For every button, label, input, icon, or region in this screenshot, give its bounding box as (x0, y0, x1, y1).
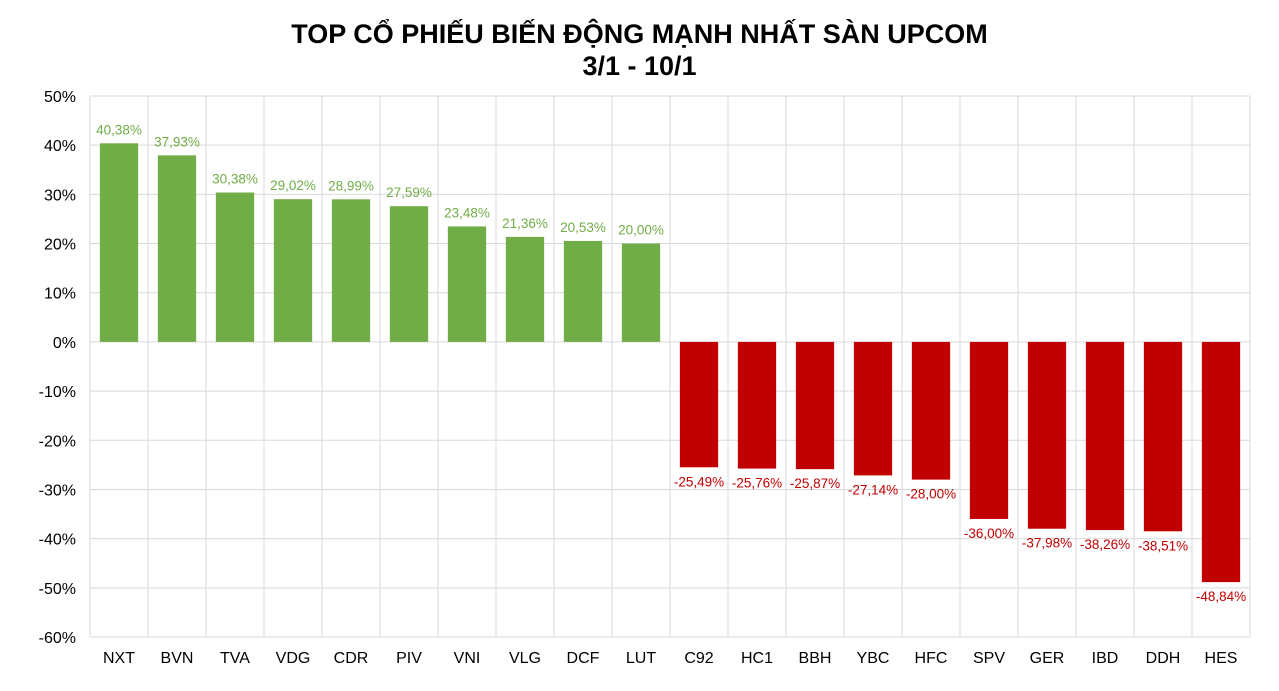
bar-dcf (563, 240, 603, 342)
bar-ddh (1143, 341, 1183, 532)
bar-hc1 (737, 341, 777, 469)
data-label-ybc: -27,14% (848, 482, 898, 497)
x-tick-label-hes: HES (1205, 650, 1238, 667)
y-tick-label: 30% (44, 187, 76, 204)
y-tick-label: 50% (44, 89, 76, 106)
bar-hes (1201, 341, 1241, 583)
data-label-cdr: 28,99% (328, 178, 374, 193)
x-tick-label-spv: SPV (973, 650, 1005, 667)
bar-hfc (911, 341, 951, 480)
data-label-ger: -37,98% (1022, 536, 1072, 551)
y-tick-label: -10% (39, 384, 76, 401)
data-label-vlg: 21,36% (502, 216, 548, 231)
y-tick-label: -30% (39, 482, 76, 499)
x-tick-label-lut: LUT (626, 650, 656, 667)
x-tick-label-nxt: NXT (103, 650, 135, 667)
data-label-c92: -25,49% (674, 474, 724, 489)
bar-ger (1027, 341, 1067, 529)
x-tick-label-dcf: DCF (567, 650, 600, 667)
x-tick-label-ybc: YBC (857, 650, 890, 667)
chart-title-line1: TOP CỔ PHIẾU BIẾN ĐỘNG MẠNH NHẤT SÀN UPC… (291, 19, 988, 49)
bar-nxt (99, 143, 139, 342)
x-tick-label-piv: PIV (396, 650, 422, 667)
y-tick-label: 0% (53, 335, 76, 352)
y-axis-ticks: 50% 40% 30% 20% 10% 0% -10% -20% -30% -40% -50% -60… (39, 89, 76, 647)
bar-vdg (273, 199, 313, 342)
x-tick-label-cdr: CDR (334, 650, 369, 667)
data-label-nxt: 40,38% (96, 122, 142, 137)
bar-lut (621, 243, 661, 342)
data-label-ibd: -38,26% (1080, 537, 1130, 552)
data-label-vni: 23,48% (444, 205, 490, 220)
x-tick-label-ger: GER (1030, 650, 1065, 667)
bar-vlg (505, 236, 545, 342)
chart-title: TOP CỔ PHIẾU BIẾN ĐỘNG MẠNH NHẤT SÀN UPC… (0, 18, 1279, 82)
y-tick-label: -40% (39, 532, 76, 549)
data-label-ddh: -38,51% (1138, 538, 1188, 553)
x-tick-label-vni: VNI (454, 650, 481, 667)
bar-piv (389, 206, 429, 342)
y-tick-label: 40% (44, 138, 76, 155)
bar-bbh (795, 341, 835, 470)
data-labels: 40,38% 37,93% 30,38% 29,02% 28,99% 27,59% 23,4… (96, 122, 1246, 604)
data-label-tva: 30,38% (212, 171, 258, 186)
y-tick-label: -60% (39, 630, 76, 647)
data-label-hes: -48,84% (1196, 589, 1246, 604)
x-tick-label-hfc: HFC (915, 650, 948, 667)
data-label-dcf: 20,53% (560, 220, 606, 235)
x-tick-label-bbh: BBH (799, 650, 832, 667)
data-label-spv: -36,00% (964, 526, 1014, 541)
x-tick-label-c92: C92 (684, 650, 713, 667)
x-tick-label-hc1: HC1 (741, 650, 773, 667)
x-tick-label-ddh: DDH (1146, 650, 1181, 667)
data-label-bbh: -25,87% (790, 476, 840, 491)
x-tick-label-bvn: BVN (161, 650, 194, 667)
data-label-hc1: -25,76% (732, 476, 782, 491)
chart-title-line2: 3/1 - 10/1 (582, 51, 697, 81)
bar-cdr (331, 199, 371, 342)
y-tick-label: 10% (44, 286, 76, 303)
bars (99, 143, 1241, 583)
x-tick-label-tva: TVA (220, 650, 250, 667)
bar-spv (969, 341, 1009, 519)
x-tick-label-vlg: VLG (509, 650, 541, 667)
x-tick-label-ibd: IBD (1092, 650, 1119, 667)
data-label-bvn: 37,93% (154, 134, 200, 149)
data-label-vdg: 29,02% (270, 178, 316, 193)
gridlines (89, 95, 1251, 638)
bar-tva (215, 192, 255, 342)
bar-ibd (1085, 341, 1125, 531)
x-axis-categories: NXT BVN TVA VDG CDR PIV VNI VLG DCF LUT C92 HC1 BBH Y… (103, 650, 1237, 667)
data-label-piv: 27,59% (386, 185, 432, 200)
x-tick-label-vdg: VDG (276, 650, 311, 667)
data-label-lut: 20,00% (618, 223, 664, 238)
y-tick-label: -50% (39, 581, 76, 598)
data-label-hfc: -28,00% (906, 487, 956, 502)
y-tick-label: 20% (44, 237, 76, 254)
bar-vni (447, 226, 487, 342)
bar-c92 (679, 341, 719, 468)
bar-ybc (853, 341, 893, 476)
bar-bvn (157, 155, 197, 342)
y-tick-label: -20% (39, 433, 76, 450)
